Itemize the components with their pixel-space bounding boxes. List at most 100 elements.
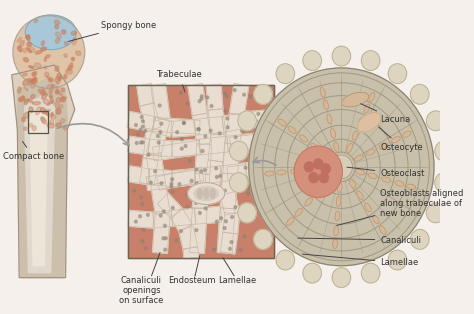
Circle shape <box>234 136 237 139</box>
Polygon shape <box>220 192 239 215</box>
Ellipse shape <box>311 143 319 150</box>
Polygon shape <box>195 206 221 224</box>
Circle shape <box>427 203 445 223</box>
Circle shape <box>267 130 270 133</box>
Circle shape <box>240 129 243 132</box>
Circle shape <box>260 168 263 171</box>
Polygon shape <box>157 193 182 219</box>
Polygon shape <box>30 107 47 266</box>
Circle shape <box>388 64 407 84</box>
Circle shape <box>361 51 380 70</box>
Polygon shape <box>128 166 150 185</box>
Circle shape <box>171 190 174 193</box>
Ellipse shape <box>60 119 65 123</box>
Circle shape <box>388 250 407 270</box>
Circle shape <box>159 214 162 217</box>
Polygon shape <box>227 162 274 181</box>
Circle shape <box>216 220 218 223</box>
Polygon shape <box>148 169 173 187</box>
Circle shape <box>361 263 380 283</box>
Ellipse shape <box>46 55 50 58</box>
Ellipse shape <box>327 114 332 124</box>
Ellipse shape <box>56 108 61 114</box>
Circle shape <box>225 95 228 98</box>
Circle shape <box>216 176 218 179</box>
Ellipse shape <box>49 87 53 94</box>
Circle shape <box>213 248 215 251</box>
Polygon shape <box>192 113 212 145</box>
Circle shape <box>184 144 187 148</box>
Ellipse shape <box>27 81 33 85</box>
Polygon shape <box>171 209 192 233</box>
Ellipse shape <box>330 129 336 138</box>
Circle shape <box>188 160 191 163</box>
Circle shape <box>249 68 434 266</box>
Circle shape <box>164 248 166 251</box>
Circle shape <box>203 169 206 171</box>
Bar <box>27 111 48 133</box>
Circle shape <box>304 162 314 172</box>
Ellipse shape <box>64 127 67 130</box>
Ellipse shape <box>277 170 286 175</box>
Circle shape <box>223 227 226 230</box>
Ellipse shape <box>55 20 60 24</box>
Ellipse shape <box>23 127 27 130</box>
Circle shape <box>410 84 429 104</box>
Polygon shape <box>140 158 158 185</box>
Ellipse shape <box>26 35 29 39</box>
Ellipse shape <box>34 19 37 23</box>
Circle shape <box>172 206 174 209</box>
Ellipse shape <box>318 166 327 171</box>
Ellipse shape <box>402 131 411 137</box>
Ellipse shape <box>46 84 53 89</box>
Ellipse shape <box>334 226 338 236</box>
Ellipse shape <box>334 142 339 152</box>
Circle shape <box>180 230 182 233</box>
Polygon shape <box>199 136 228 155</box>
Ellipse shape <box>47 100 54 105</box>
Text: Osteocyte: Osteocyte <box>379 127 423 152</box>
Circle shape <box>149 181 152 184</box>
Circle shape <box>219 217 222 220</box>
Polygon shape <box>172 119 196 137</box>
Ellipse shape <box>41 108 46 114</box>
Ellipse shape <box>300 135 308 142</box>
Ellipse shape <box>72 57 74 61</box>
Ellipse shape <box>56 109 61 114</box>
Circle shape <box>182 122 185 125</box>
Circle shape <box>229 173 248 192</box>
Circle shape <box>160 122 163 125</box>
Circle shape <box>257 204 260 207</box>
Polygon shape <box>172 208 196 226</box>
Ellipse shape <box>68 62 73 69</box>
Circle shape <box>164 237 167 240</box>
Circle shape <box>244 166 247 169</box>
Ellipse shape <box>27 99 33 103</box>
Circle shape <box>266 169 269 172</box>
Polygon shape <box>152 116 174 137</box>
Circle shape <box>257 112 260 115</box>
Polygon shape <box>220 163 247 181</box>
Ellipse shape <box>46 76 54 81</box>
Circle shape <box>309 173 318 183</box>
Ellipse shape <box>355 155 364 161</box>
Circle shape <box>239 248 242 252</box>
Circle shape <box>164 224 166 227</box>
Circle shape <box>204 183 207 186</box>
Ellipse shape <box>61 97 64 101</box>
Circle shape <box>314 159 323 169</box>
Circle shape <box>135 142 138 144</box>
Ellipse shape <box>61 88 65 92</box>
Ellipse shape <box>324 178 331 186</box>
Polygon shape <box>127 111 155 132</box>
Circle shape <box>157 141 160 144</box>
Polygon shape <box>229 132 274 151</box>
Circle shape <box>197 128 200 131</box>
Circle shape <box>186 102 189 105</box>
Circle shape <box>137 133 139 136</box>
Polygon shape <box>218 208 235 253</box>
Ellipse shape <box>55 32 61 38</box>
Text: Lamellae: Lamellae <box>218 276 256 284</box>
Polygon shape <box>172 169 196 187</box>
Polygon shape <box>151 84 170 121</box>
